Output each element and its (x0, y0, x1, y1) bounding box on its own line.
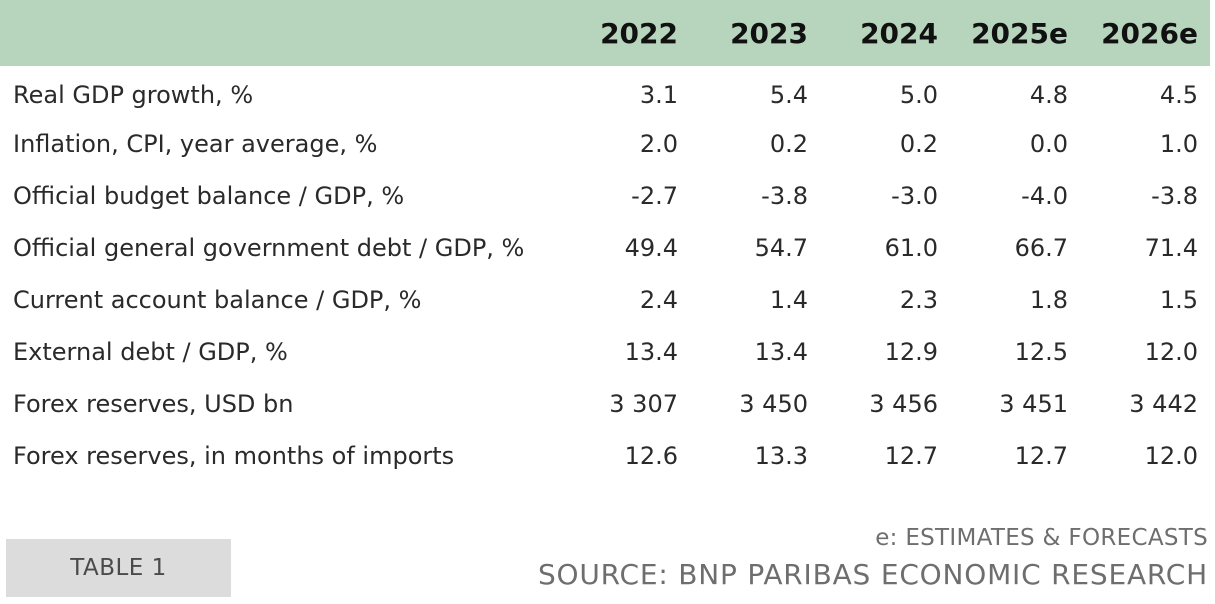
table-cell: 4.8 (1029, 81, 1068, 109)
table-cell: 3 307 (609, 390, 678, 418)
table-row: Forex reserves, in months of imports 12.… (0, 430, 1210, 482)
row-label: External debt / GDP, % (13, 338, 288, 366)
table-row: Current account balance / GDP, % 2.4 1.4… (0, 274, 1210, 326)
table-cell: 3 456 (869, 390, 938, 418)
table-cell: 3 450 (739, 390, 808, 418)
table-cell: 5.4 (769, 81, 808, 109)
table-cell: 3 442 (1129, 390, 1198, 418)
table-cell: -4.0 (1021, 182, 1068, 210)
table-cell: 3 451 (999, 390, 1068, 418)
table-cell: 54.7 (754, 234, 808, 262)
table-cell: 13.4 (624, 338, 678, 366)
row-label: Official general government debt / GDP, … (13, 234, 525, 262)
column-header-2024: 2024 (860, 16, 938, 50)
table-row: External debt / GDP, % 13.4 13.4 12.9 12… (0, 326, 1210, 378)
table-header-row: 2022 2023 2024 2025e 2026e (0, 0, 1210, 66)
table-cell: -3.8 (761, 182, 808, 210)
table-cell: 1.5 (1159, 286, 1198, 314)
table-cell: -2.7 (631, 182, 678, 210)
table-row: Inflation, CPI, year average, % 2.0 0.2 … (0, 118, 1210, 170)
table-cell: 1.8 (1029, 286, 1068, 314)
table-row: Forex reserves, USD bn 3 307 3 450 3 456… (0, 378, 1210, 430)
table-cell: 12.9 (884, 338, 938, 366)
table-number-badge: TABLE 1 (6, 539, 231, 597)
table-cell: 2.3 (899, 286, 938, 314)
table-cell: 13.4 (754, 338, 808, 366)
table-cell: 12.5 (1014, 338, 1068, 366)
estimates-note: e: ESTIMATES & FORECASTS (875, 525, 1208, 551)
header-label-cell (0, 0, 560, 66)
economic-forecast-table: 2022 2023 2024 2025e 2026e Real GDP grow… (0, 0, 1210, 482)
table-cell: 12.0 (1144, 442, 1198, 470)
table-row: Official general government debt / GDP, … (0, 222, 1210, 274)
table-cell: 0.2 (769, 130, 808, 158)
table-cell: 12.7 (1014, 442, 1068, 470)
table-cell: 4.5 (1159, 81, 1198, 109)
column-header-2025e: 2025e (971, 16, 1068, 50)
row-label: Current account balance / GDP, % (13, 286, 422, 314)
column-header-2022: 2022 (600, 16, 678, 50)
table-row: Real GDP growth, % 3.1 5.4 5.0 4.8 4.5 (0, 66, 1210, 118)
row-label: Forex reserves, USD bn (13, 390, 294, 418)
table-cell: 49.4 (624, 234, 678, 262)
economic-forecast-table-container: 2022 2023 2024 2025e 2026e Real GDP grow… (0, 0, 1210, 482)
table-cell: 61.0 (884, 234, 938, 262)
table-cell: 12.7 (884, 442, 938, 470)
table-cell: 66.7 (1014, 234, 1068, 262)
table-cell: 1.0 (1159, 130, 1198, 158)
table-cell: 2.0 (639, 130, 678, 158)
table-cell: 0.2 (899, 130, 938, 158)
table-cell: 12.6 (624, 442, 678, 470)
row-label: Inflation, CPI, year average, % (13, 130, 378, 158)
row-label: Forex reserves, in months of imports (13, 442, 455, 470)
table-cell: -3.8 (1151, 182, 1198, 210)
table-cell: 2.4 (639, 286, 678, 314)
table-cell: -3.0 (891, 182, 938, 210)
column-header-2026e: 2026e (1101, 16, 1198, 50)
row-label: Official budget balance / GDP, % (13, 182, 405, 210)
table-cell: 3.1 (639, 81, 678, 109)
table-cell: 5.0 (899, 81, 938, 109)
table-cell: 1.4 (769, 286, 808, 314)
table-cell: 0.0 (1029, 130, 1068, 158)
table-row: Official budget balance / GDP, % -2.7 -3… (0, 170, 1210, 222)
column-header-2023: 2023 (730, 16, 808, 50)
table-cell: 71.4 (1144, 234, 1198, 262)
table-cell: 12.0 (1144, 338, 1198, 366)
source-credit: SOURCE: BNP PARIBAS ECONOMIC RESEARCH (537, 558, 1208, 591)
row-label: Real GDP growth, % (13, 81, 254, 109)
table-cell: 13.3 (754, 442, 808, 470)
